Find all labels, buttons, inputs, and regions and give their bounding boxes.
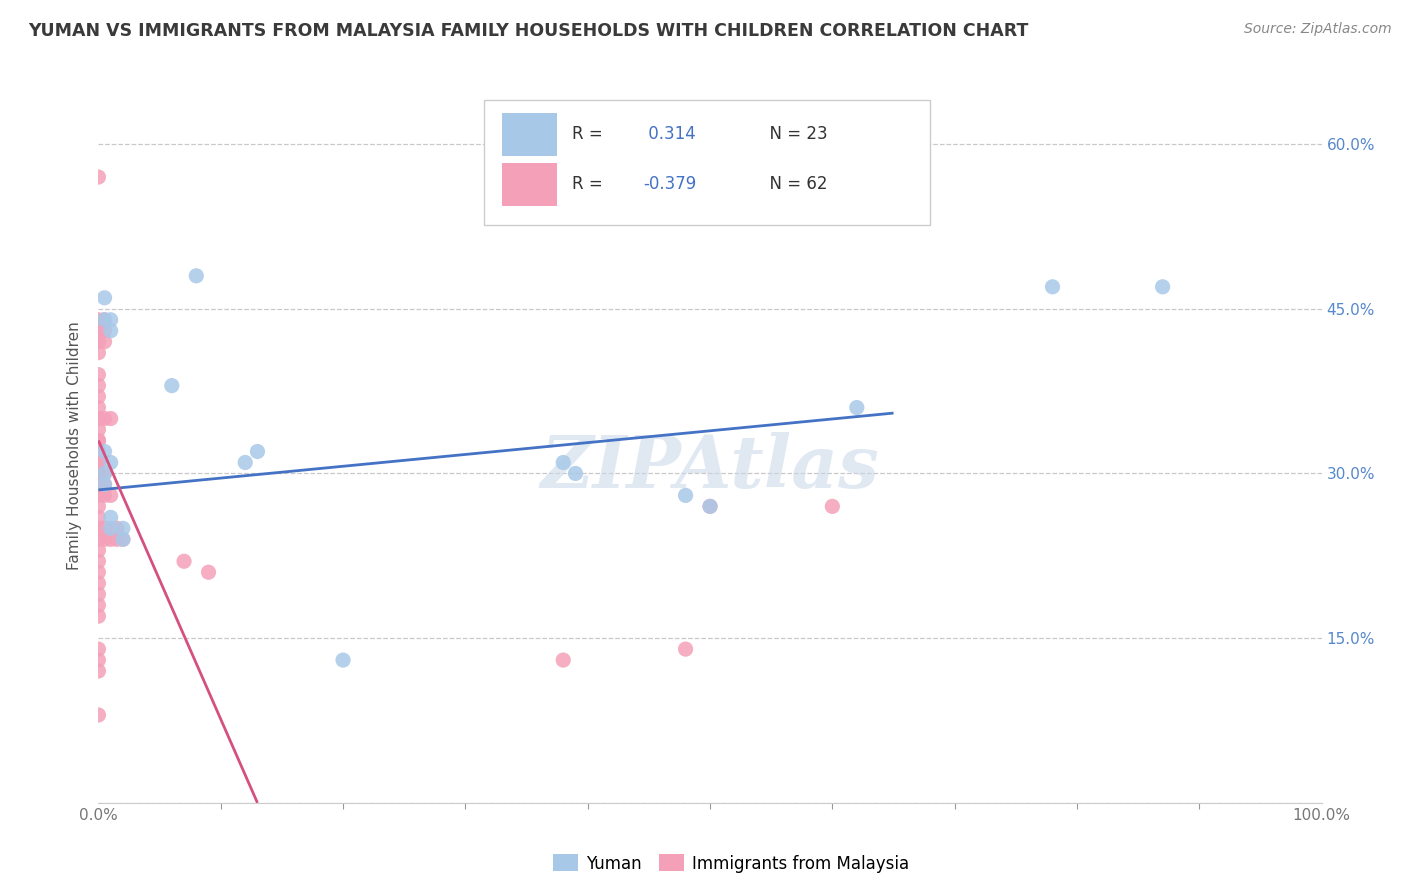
Point — [87, 598, 110, 612]
Point — [93, 467, 115, 481]
Point — [93, 477, 115, 491]
Bar — [502, 112, 557, 155]
Point — [699, 500, 721, 514]
Text: ZIPAtlas: ZIPAtlas — [541, 432, 879, 503]
Point — [87, 169, 110, 184]
Point — [100, 455, 122, 469]
Point — [160, 378, 183, 392]
Point — [87, 401, 110, 415]
Point — [87, 423, 110, 437]
Point — [553, 455, 575, 469]
Point — [233, 455, 256, 469]
Point — [1152, 280, 1174, 294]
Point — [87, 455, 110, 469]
Text: N = 62: N = 62 — [759, 175, 828, 193]
Point — [87, 642, 110, 657]
Point — [87, 488, 110, 502]
Point — [100, 324, 122, 338]
Point — [100, 521, 122, 535]
Point — [675, 642, 697, 657]
Point — [105, 521, 128, 535]
Point — [111, 533, 134, 547]
Text: N = 23: N = 23 — [759, 125, 828, 143]
Point — [553, 653, 575, 667]
Point — [100, 312, 122, 326]
Point — [173, 554, 195, 568]
Point — [93, 488, 115, 502]
Point — [93, 477, 115, 491]
Point — [93, 444, 115, 458]
Point — [87, 345, 110, 359]
Point — [93, 291, 115, 305]
Point — [93, 312, 115, 326]
Point — [93, 312, 115, 326]
Point — [87, 312, 110, 326]
Point — [87, 444, 110, 458]
Point — [197, 566, 219, 580]
Point — [87, 368, 110, 382]
Point — [87, 390, 110, 404]
Point — [87, 477, 110, 491]
Point — [100, 510, 122, 524]
Point — [845, 401, 868, 415]
Point — [87, 467, 110, 481]
Point — [87, 653, 110, 667]
Point — [87, 543, 110, 558]
Point — [87, 500, 110, 514]
Point — [105, 533, 128, 547]
Point — [93, 411, 115, 425]
Point — [87, 708, 110, 723]
Point — [87, 521, 110, 535]
Point — [87, 434, 110, 448]
Point — [87, 554, 110, 568]
Text: R =: R = — [572, 175, 607, 193]
Point — [87, 664, 110, 678]
Point — [87, 566, 110, 580]
Point — [111, 533, 134, 547]
Bar — [502, 162, 557, 205]
Point — [93, 521, 115, 535]
Point — [87, 587, 110, 601]
Point — [93, 334, 115, 349]
Point — [93, 324, 115, 338]
FancyBboxPatch shape — [484, 100, 931, 225]
Y-axis label: Family Households with Children: Family Households with Children — [67, 322, 83, 570]
Legend: Yuman, Immigrants from Malaysia: Yuman, Immigrants from Malaysia — [547, 847, 915, 880]
Point — [699, 500, 721, 514]
Point — [111, 521, 134, 535]
Point — [87, 467, 110, 481]
Text: Source: ZipAtlas.com: Source: ZipAtlas.com — [1244, 22, 1392, 37]
Text: -0.379: -0.379 — [643, 175, 696, 193]
Point — [186, 268, 208, 283]
Point — [87, 334, 110, 349]
Point — [564, 467, 586, 481]
Point — [1042, 280, 1064, 294]
Point — [100, 533, 122, 547]
Point — [93, 533, 115, 547]
Point — [246, 444, 269, 458]
Text: R =: R = — [572, 125, 607, 143]
Point — [332, 653, 354, 667]
Point — [87, 434, 110, 448]
Point — [87, 411, 110, 425]
Point — [87, 576, 110, 591]
Point — [87, 455, 110, 469]
Point — [100, 488, 122, 502]
Point — [87, 533, 110, 547]
Point — [87, 378, 110, 392]
Point — [93, 467, 115, 481]
Point — [87, 324, 110, 338]
Text: 0.314: 0.314 — [643, 125, 696, 143]
Point — [87, 510, 110, 524]
Point — [821, 500, 844, 514]
Text: YUMAN VS IMMIGRANTS FROM MALAYSIA FAMILY HOUSEHOLDS WITH CHILDREN CORRELATION CH: YUMAN VS IMMIGRANTS FROM MALAYSIA FAMILY… — [28, 22, 1029, 40]
Point — [100, 411, 122, 425]
Point — [87, 609, 110, 624]
Point — [675, 488, 697, 502]
